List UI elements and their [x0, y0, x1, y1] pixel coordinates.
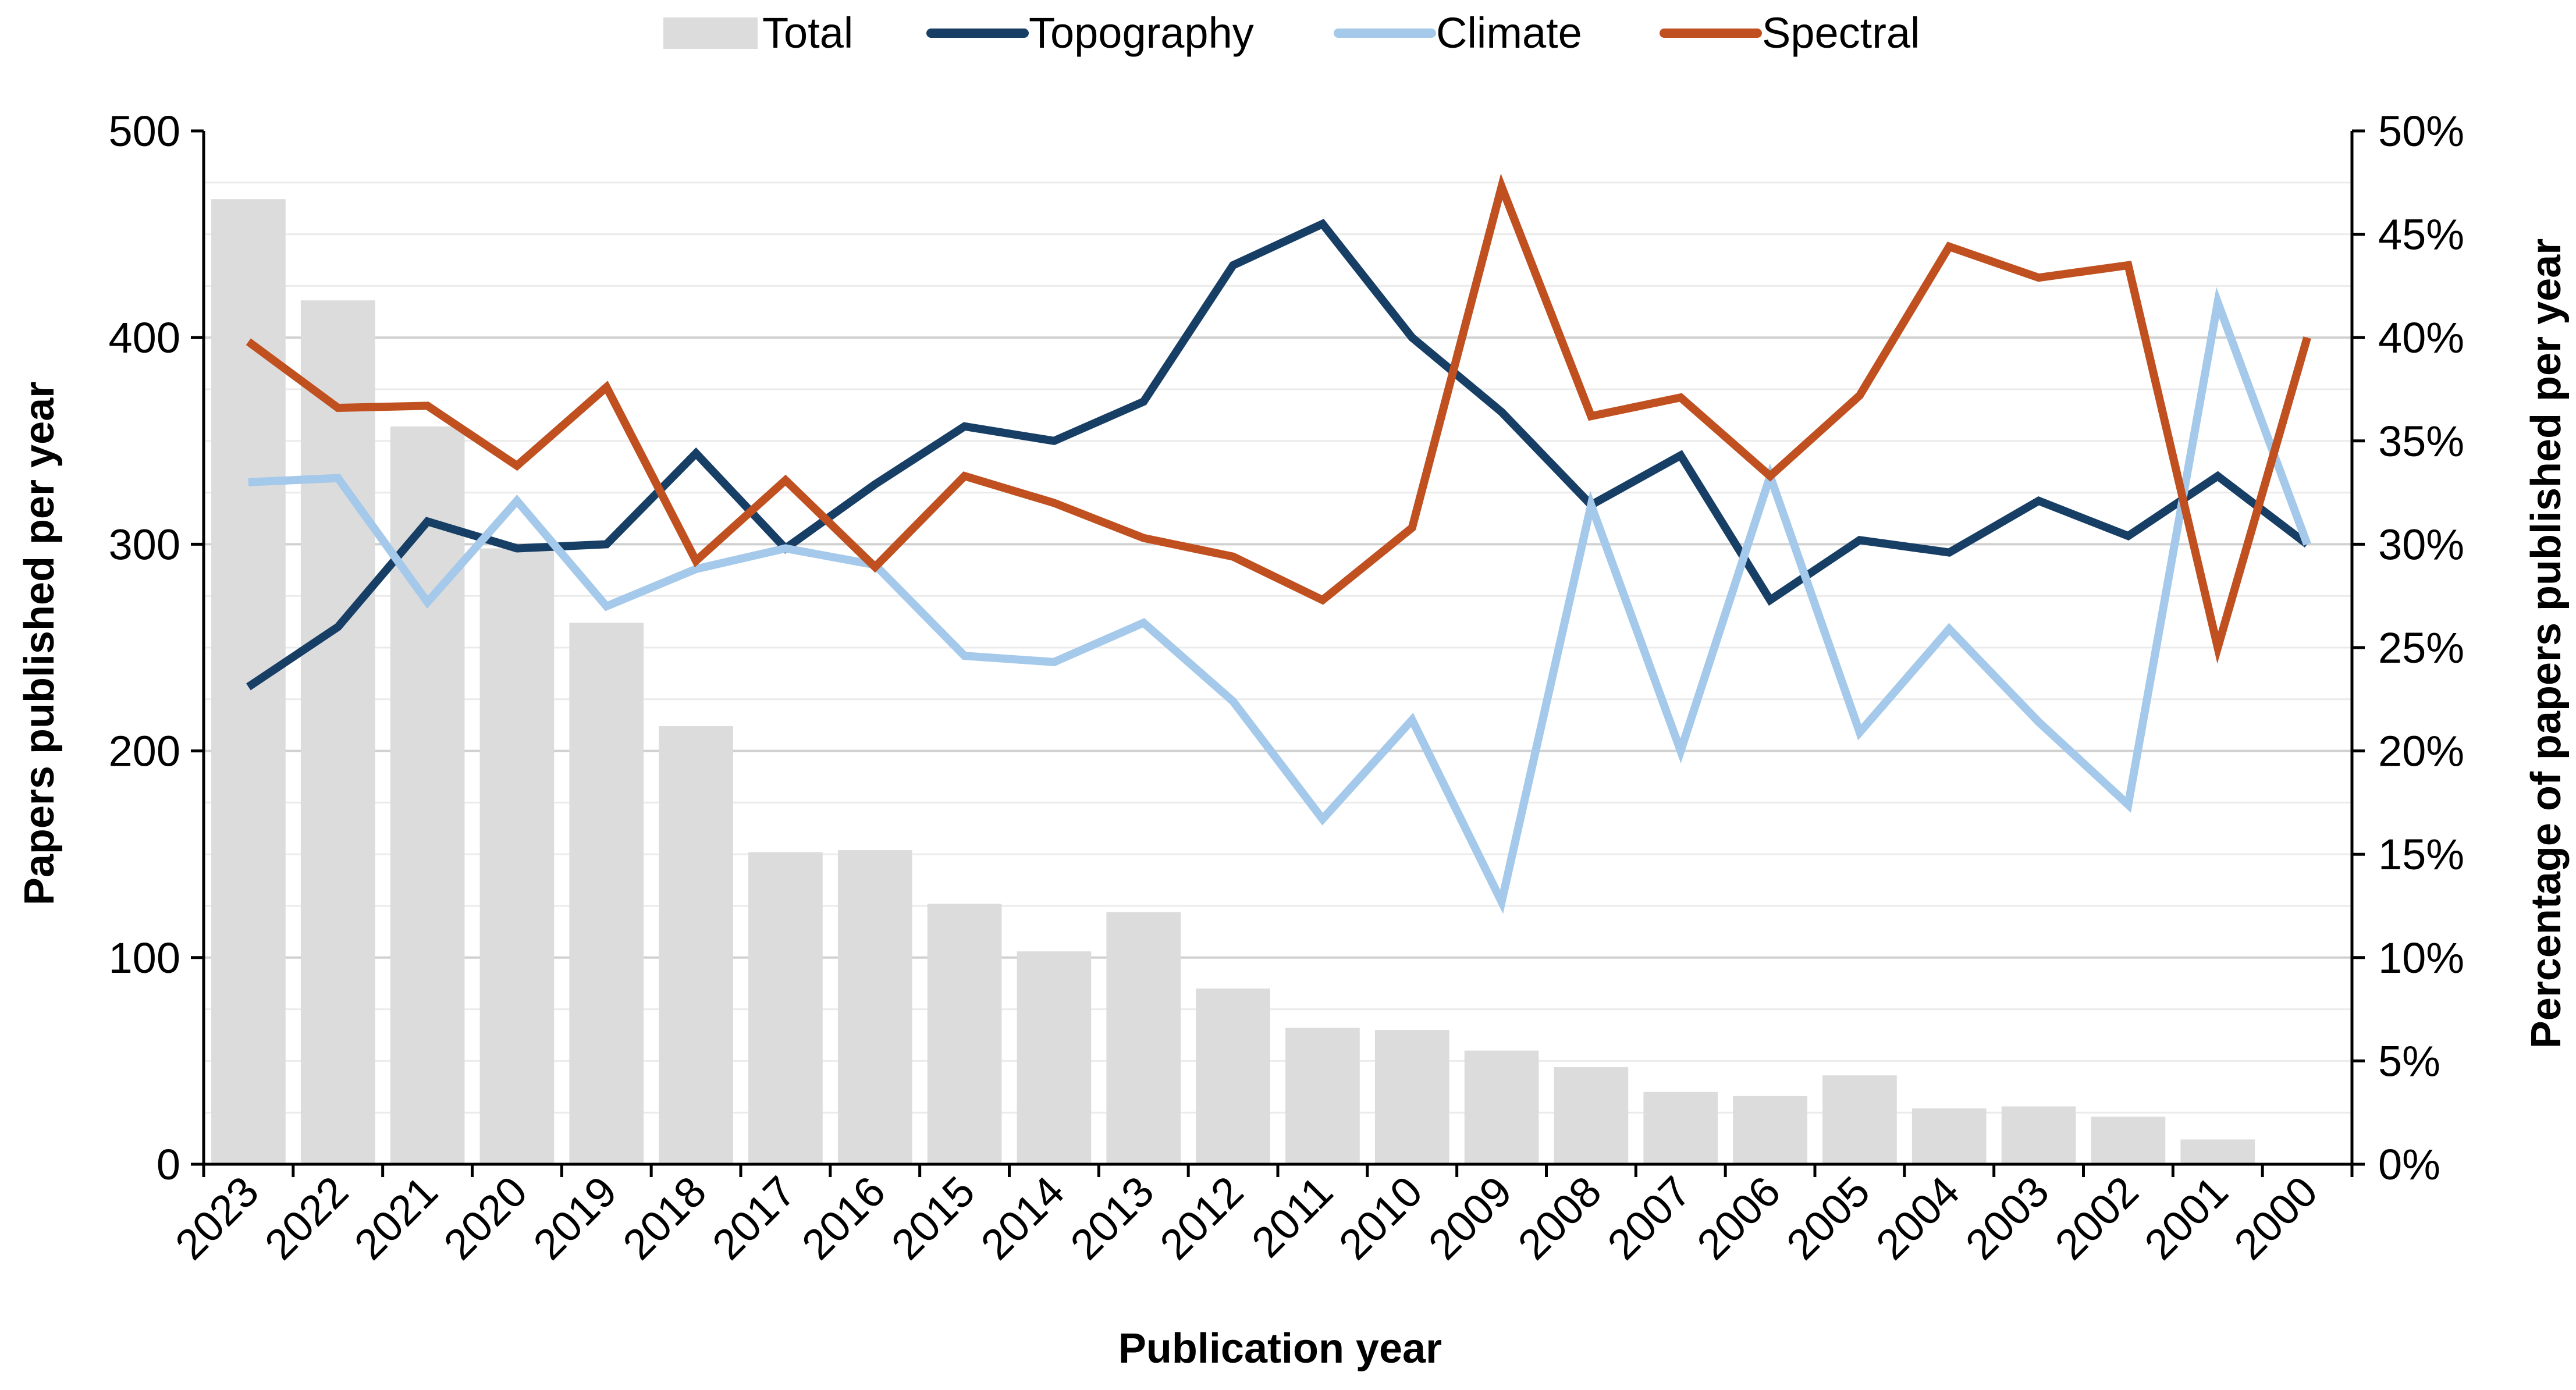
point-spectral-2019 [606, 386, 607, 388]
line-spectral [246, 173, 2311, 664]
point-spectral-2012 [1232, 556, 1234, 557]
line-climate [248, 287, 2311, 914]
bar-total-2015 [927, 904, 1002, 1164]
bar-total-2020 [479, 548, 555, 1164]
point-spectral-2009 [1501, 186, 1502, 187]
bar-total-2004 [1911, 1108, 1987, 1164]
point-spectral-2015 [964, 475, 965, 477]
y-tick-label: 0 [157, 1140, 180, 1189]
bar-total-2007 [1643, 1092, 1718, 1164]
legend-swatch-total [663, 17, 758, 49]
bar-total-2006 [1733, 1096, 1807, 1164]
bar-total-2017 [748, 852, 823, 1164]
bar-total-2014 [1017, 951, 1092, 1164]
legend-label-spectral: Spectral [1762, 9, 1920, 57]
bar-series-total [211, 199, 2255, 1165]
point-climate-2017 [785, 548, 786, 549]
point-topography-2009 [1501, 411, 1502, 413]
y-tick-label: 300 [109, 520, 180, 568]
bar-total-2018 [659, 726, 733, 1164]
bar-total-2019 [569, 623, 644, 1164]
bar-total-2022 [300, 300, 375, 1165]
y2-tick-label: 50% [2378, 107, 2464, 155]
y2-tick-label: 20% [2378, 727, 2464, 776]
bar-total-2005 [1822, 1075, 1897, 1164]
legend-label-total: Total [762, 9, 853, 57]
left-axis-ticks: 0 100 200 300 400 500 [109, 107, 204, 1189]
bar-total-2003 [2001, 1106, 2076, 1164]
y2-tick-label: 30% [2378, 520, 2464, 568]
y-axis-title: Papers published per year [16, 382, 63, 905]
point-topography-2018 [695, 453, 697, 454]
point-climate-2009 [1501, 901, 1502, 902]
y2-tick-label: 5% [2378, 1037, 2440, 1085]
y2-tick-label: 15% [2378, 830, 2464, 879]
bar-total-2001 [2180, 1139, 2255, 1164]
point-spectral-2000 [2307, 337, 2308, 338]
point-topography-2011 [1322, 223, 1323, 225]
y-tick-label: 400 [109, 314, 180, 362]
legend-label-climate: Climate [1436, 9, 1582, 57]
point-topography-2021 [427, 521, 428, 522]
point-topography-2005 [1859, 539, 1860, 541]
line-series-spectral [246, 173, 2311, 664]
bar-total-2012 [1196, 989, 1270, 1164]
point-climate-2018 [695, 568, 697, 570]
bar-total-2013 [1106, 912, 1181, 1164]
point-topography-2013 [1143, 401, 1144, 402]
point-climate-2000 [2307, 543, 2308, 545]
point-climate-2012 [1232, 701, 1234, 702]
point-climate-2002 [2127, 804, 2129, 805]
y2-axis-title: Percentage of papers published per year [2523, 239, 2570, 1048]
point-spectral-2018 [695, 560, 697, 561]
legend-label-topography: Topography [1029, 9, 1254, 57]
y-tick-label: 200 [109, 727, 180, 776]
bar-total-2011 [1285, 1028, 1360, 1164]
point-topography-2003 [2038, 500, 2040, 502]
point-climate-2005 [1859, 732, 1860, 733]
x-axis-title: Publication year [1118, 1325, 1442, 1372]
bar-total-2010 [1374, 1030, 1449, 1164]
right-axis-ticks: 0% 5% 10% 15% 20% 25% 30% 35% 40% 45% 50% [2352, 107, 2464, 1189]
y2-tick-label: 25% [2378, 624, 2464, 672]
point-spectral-2005 [1859, 395, 1860, 396]
line-series-group [246, 173, 2311, 914]
point-climate-2003 [2038, 721, 2040, 723]
bar-total-2021 [390, 426, 465, 1164]
gridlines [204, 182, 2352, 1114]
bar-total-2009 [1464, 1050, 1539, 1164]
y2-tick-label: 45% [2378, 211, 2464, 259]
legend: Total Topography Climate Spectral [663, 9, 1920, 57]
point-spectral-2006 [1770, 475, 1771, 477]
y2-tick-label: 10% [2378, 934, 2464, 982]
y-tick-label: 100 [109, 934, 180, 982]
point-topography-2007 [1680, 455, 1681, 456]
point-spectral-2022 [337, 407, 339, 408]
line-series-climate [248, 287, 2311, 914]
point-spectral-2017 [785, 479, 786, 481]
point-spectral-2007 [1680, 397, 1681, 398]
y2-tick-label: 0% [2378, 1140, 2440, 1189]
y2-tick-label: 35% [2378, 417, 2464, 465]
line-topography [246, 219, 2310, 691]
y2-tick-label: 40% [2378, 314, 2464, 362]
y-tick-label: 500 [109, 107, 180, 155]
point-topography-2019 [606, 543, 607, 545]
bar-total-2008 [1554, 1067, 1629, 1164]
bar-total-2002 [2091, 1117, 2166, 1164]
bar-total-2016 [837, 850, 912, 1164]
